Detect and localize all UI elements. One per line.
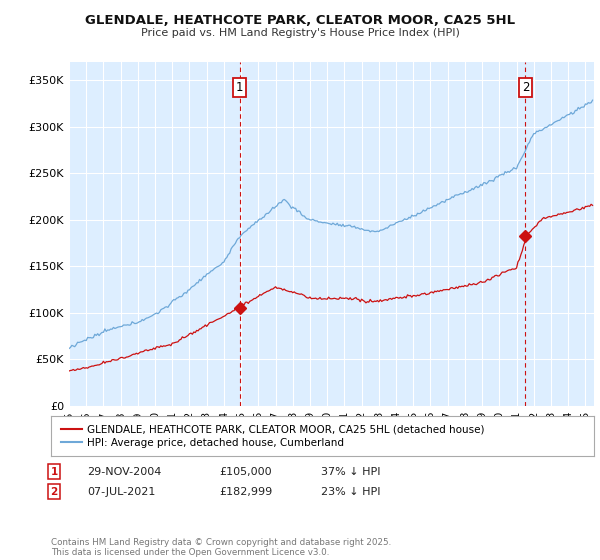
Text: 37% ↓ HPI: 37% ↓ HPI (321, 466, 380, 477)
Text: 1: 1 (50, 466, 58, 477)
Text: 29-NOV-2004: 29-NOV-2004 (87, 466, 161, 477)
Text: 07-JUL-2021: 07-JUL-2021 (87, 487, 155, 497)
Text: 2: 2 (50, 487, 58, 497)
Text: 2: 2 (522, 81, 529, 94)
Text: £182,999: £182,999 (219, 487, 272, 497)
Text: Price paid vs. HM Land Registry's House Price Index (HPI): Price paid vs. HM Land Registry's House … (140, 28, 460, 38)
Legend: GLENDALE, HEATHCOTE PARK, CLEATOR MOOR, CA25 5HL (detached house), HPI: Average : GLENDALE, HEATHCOTE PARK, CLEATOR MOOR, … (56, 419, 490, 453)
Text: Contains HM Land Registry data © Crown copyright and database right 2025.
This d: Contains HM Land Registry data © Crown c… (51, 538, 391, 557)
Text: 23% ↓ HPI: 23% ↓ HPI (321, 487, 380, 497)
Text: £105,000: £105,000 (219, 466, 272, 477)
Text: 1: 1 (236, 81, 244, 94)
Text: GLENDALE, HEATHCOTE PARK, CLEATOR MOOR, CA25 5HL: GLENDALE, HEATHCOTE PARK, CLEATOR MOOR, … (85, 14, 515, 27)
